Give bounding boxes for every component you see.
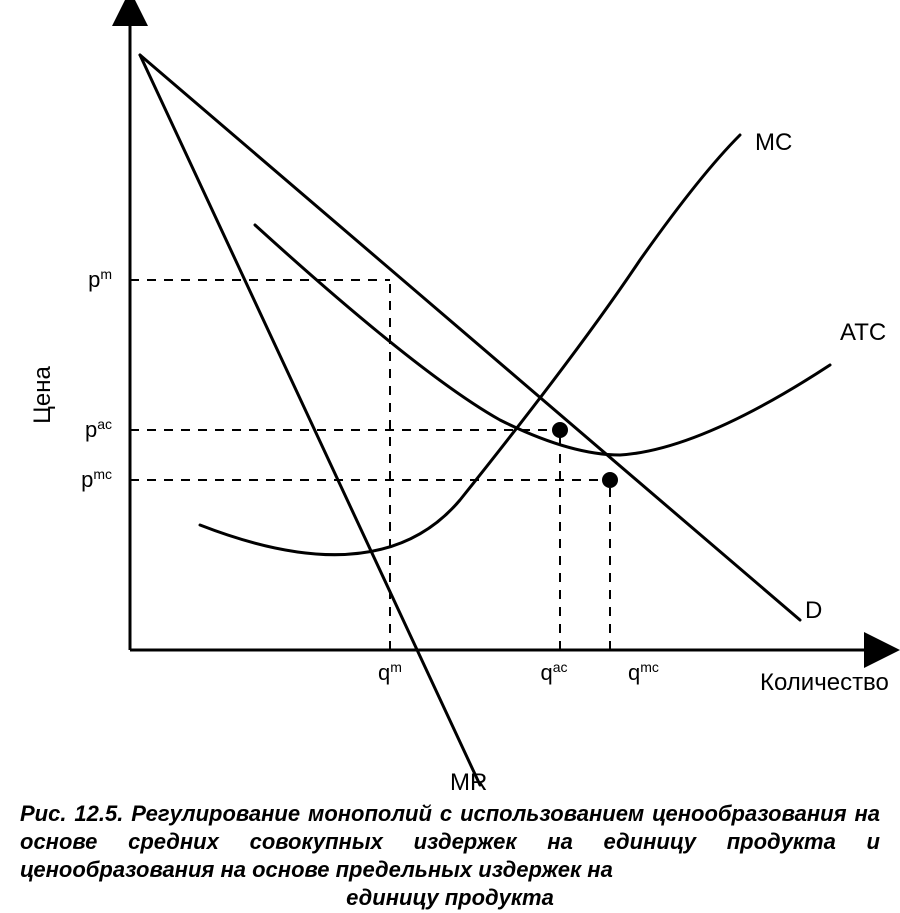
y-axis-title: Цена bbox=[29, 365, 56, 423]
label-pac: pac bbox=[85, 416, 112, 442]
label-qm: qm bbox=[378, 659, 402, 685]
label-pm: pm bbox=[88, 266, 112, 292]
caption-main: Рис. 12.5. Регулирование монополий с исп… bbox=[20, 801, 880, 882]
demand-curve bbox=[140, 55, 800, 620]
x-axis-title: Количество bbox=[760, 669, 889, 696]
label-mr-curve: MR bbox=[450, 769, 487, 796]
label-mc-curve: MC bbox=[755, 129, 792, 156]
label-pmc: pmc bbox=[81, 466, 112, 492]
figure-caption: Рис. 12.5. Регулирование монополий с исп… bbox=[20, 800, 880, 913]
mc-curve bbox=[200, 135, 740, 555]
label-qac: qac bbox=[540, 659, 567, 685]
point-ac bbox=[552, 422, 568, 438]
atc-curve bbox=[255, 225, 830, 455]
economics-chart: Цена Количество pm pac pmc qm qac qmc MC ATC D MR bbox=[0, 0, 900, 888]
mr-curve bbox=[140, 55, 480, 785]
label-d-curve: D bbox=[805, 597, 822, 624]
figure-container: Цена Количество pm pac pmc qm qac qmc MC ATC D MR Р… bbox=[0, 0, 900, 888]
point-mc bbox=[602, 472, 618, 488]
caption-last: единицу продукта bbox=[20, 884, 880, 912]
label-atc-curve: ATC bbox=[840, 319, 886, 346]
label-qmc: qmc bbox=[628, 659, 659, 685]
